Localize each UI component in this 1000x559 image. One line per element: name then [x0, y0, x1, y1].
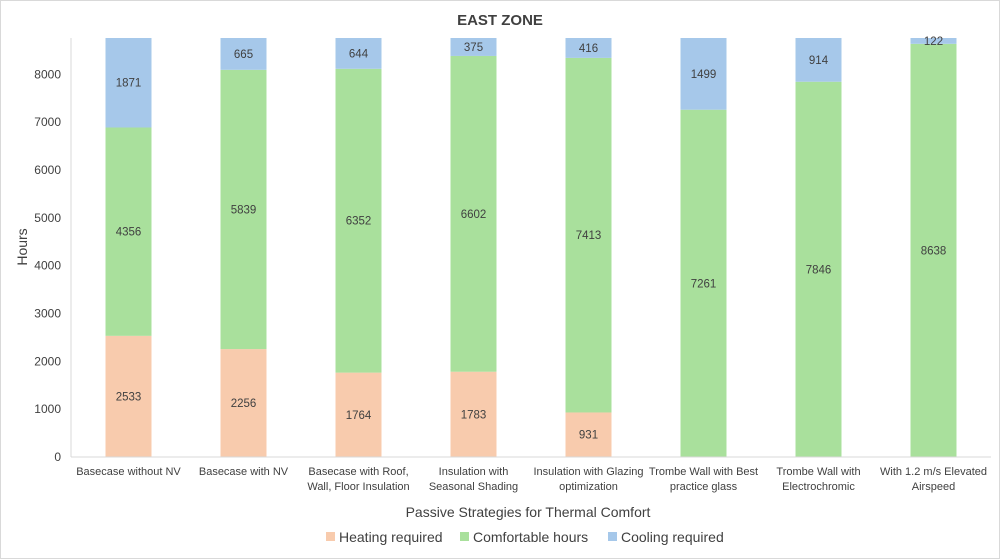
x-category-label: Insulation with Glazing — [533, 466, 643, 478]
bar-segment — [565, 412, 612, 457]
x-axis-title: Passive Strategies for Thermal Comfort — [406, 504, 651, 520]
data-label: 4356 — [116, 227, 142, 239]
data-label: 931 — [579, 430, 598, 442]
bar-segment — [105, 127, 152, 336]
legend-label: Heating required — [339, 529, 443, 545]
x-category-label: Airspeed — [912, 481, 955, 493]
x-category-label: Wall, Floor Insulation — [307, 481, 409, 493]
data-label: 2533 — [116, 391, 142, 403]
legend-label: Cooling required — [621, 529, 724, 545]
data-label: 375 — [464, 42, 483, 54]
bar-segment — [105, 335, 152, 457]
data-label: 1871 — [116, 78, 142, 90]
bar-segment — [910, 38, 957, 44]
x-category-label: Basecase without NV — [76, 466, 181, 478]
bar-segment — [450, 371, 497, 457]
chart-title: EAST ZONE — [457, 12, 543, 29]
legend-label: Comfortable hours — [473, 529, 588, 545]
x-category-label: practice glass — [670, 481, 738, 493]
x-axis-categories: Basecase without NV Basecase with NV Basec… — [76, 466, 987, 493]
x-category-label: Basecase with NV — [199, 466, 289, 478]
data-label: 665 — [234, 49, 253, 61]
y-tick-label: 5000 — [34, 211, 61, 225]
data-label: 5839 — [231, 204, 257, 216]
x-category-label: Trombe Wall with Best — [649, 466, 758, 478]
x-category-label: Trombe Wall with — [776, 466, 860, 478]
bar-segment — [220, 38, 267, 70]
data-label: 7846 — [806, 264, 832, 276]
data-label: 1783 — [461, 409, 487, 421]
bar-segment — [795, 38, 842, 82]
data-label: 914 — [809, 55, 829, 67]
bar-segment — [220, 349, 267, 457]
bar-segment — [565, 57, 612, 413]
bar-segment — [335, 38, 382, 69]
bar-segment — [795, 81, 842, 457]
y-tick-label: 3000 — [34, 307, 61, 321]
x-category-label: Insulation with — [439, 466, 509, 478]
data-label: 122 — [924, 36, 943, 48]
y-axis-title: Hours — [14, 228, 30, 265]
bar-segment — [680, 38, 727, 110]
y-axis-ticks: 0 1000 2000 3000 4000 5000 6000 7000 8000 — [34, 67, 61, 464]
bar-segment — [450, 55, 497, 372]
x-category-label: Basecase with Roof, — [308, 466, 408, 478]
x-category-label: Seasonal Shading — [429, 481, 518, 493]
data-label: 7413 — [576, 230, 602, 242]
data-label: 644 — [349, 48, 369, 60]
data-label: 1499 — [691, 69, 717, 81]
bar-segment — [105, 38, 152, 128]
data-label: 8638 — [921, 245, 947, 257]
x-category-label: Electrochromic — [782, 481, 855, 493]
x-category-label: With 1.2 m/s Elevated — [880, 466, 987, 478]
bar-segment — [220, 69, 267, 350]
data-label: 2256 — [231, 398, 257, 410]
legend-swatch — [326, 532, 335, 541]
y-tick-label: 6000 — [34, 163, 61, 177]
legend-swatch — [460, 532, 469, 541]
y-tick-label: 0 — [54, 450, 61, 464]
x-category-label: optimization — [559, 481, 618, 493]
bar-segment — [910, 43, 957, 457]
bar-segment — [680, 109, 727, 458]
y-tick-label: 7000 — [34, 115, 61, 129]
y-tick-label: 8000 — [34, 67, 61, 81]
y-tick-label: 1000 — [34, 402, 61, 416]
bar-segment — [565, 38, 612, 58]
bar-segment — [335, 68, 382, 373]
plot-area: 2533 4356 1871 2256 5839 665 1764 6352 644 1783 66… — [105, 36, 957, 458]
bar-segment — [335, 372, 382, 457]
data-label: 6352 — [346, 216, 372, 228]
data-label: 7261 — [691, 278, 717, 290]
data-label: 1764 — [346, 410, 372, 422]
y-tick-label: 4000 — [34, 259, 61, 273]
data-label: 6602 — [461, 209, 487, 221]
bar-segment — [450, 38, 497, 56]
legend-swatch — [608, 532, 617, 541]
y-tick-label: 2000 — [34, 354, 61, 368]
legend: Heating required Comfortable hours Cooling… — [326, 529, 724, 545]
data-label: 416 — [579, 43, 598, 55]
